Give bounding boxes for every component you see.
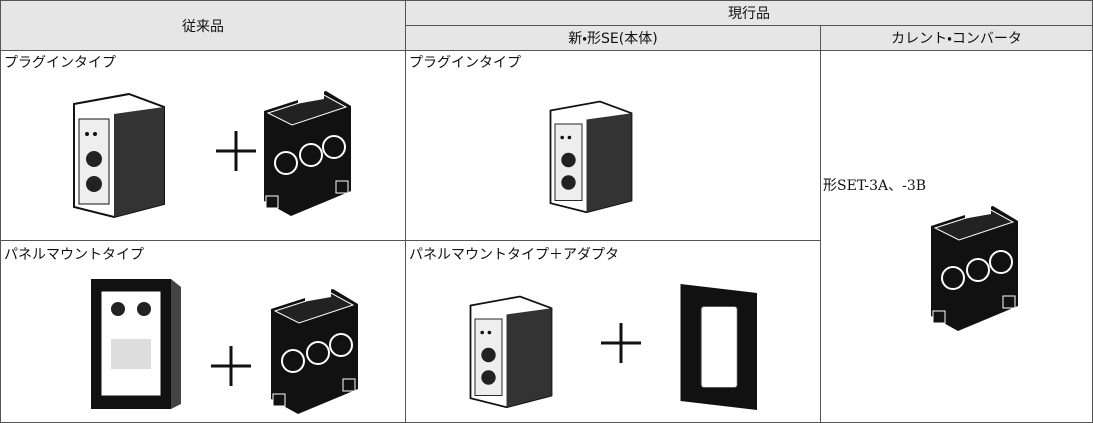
plus-sign	[211, 346, 251, 386]
adapter-image	[676, 273, 766, 421]
row-label: パネルマウントタイプ	[4, 247, 144, 263]
header-text: カレント・コンバータ	[891, 31, 1022, 47]
row-label: パネルマウントタイプ＋アダプタ	[409, 247, 619, 263]
se-relay-image	[546, 81, 636, 221]
converter-image	[256, 81, 356, 221]
converter-image	[923, 196, 1023, 336]
panel-relay-image	[86, 269, 186, 419]
header-cell: カレント・コンバータ	[821, 26, 1093, 51]
model-label: 形SET-3A、-3B	[823, 178, 927, 194]
header-text: 従来品	[182, 18, 224, 35]
converter-image	[263, 279, 363, 419]
row-label: プラグインタイプ	[409, 55, 521, 71]
plugin-relay-image	[69, 79, 169, 219]
header-text: 新・形SE(本体)	[568, 31, 658, 47]
header-text: 現行品	[728, 6, 770, 22]
plus-sign	[216, 131, 256, 171]
se-relay-image	[466, 276, 556, 416]
cell	[1, 51, 406, 241]
header-cell: 従来品	[1, 1, 406, 51]
row-label: プラグインタイプ	[4, 55, 116, 71]
header-cell: 新・形SE(本体)	[406, 26, 821, 51]
header-cell: 現行品	[406, 1, 1093, 26]
plus-sign	[601, 323, 641, 363]
cell	[406, 51, 821, 241]
